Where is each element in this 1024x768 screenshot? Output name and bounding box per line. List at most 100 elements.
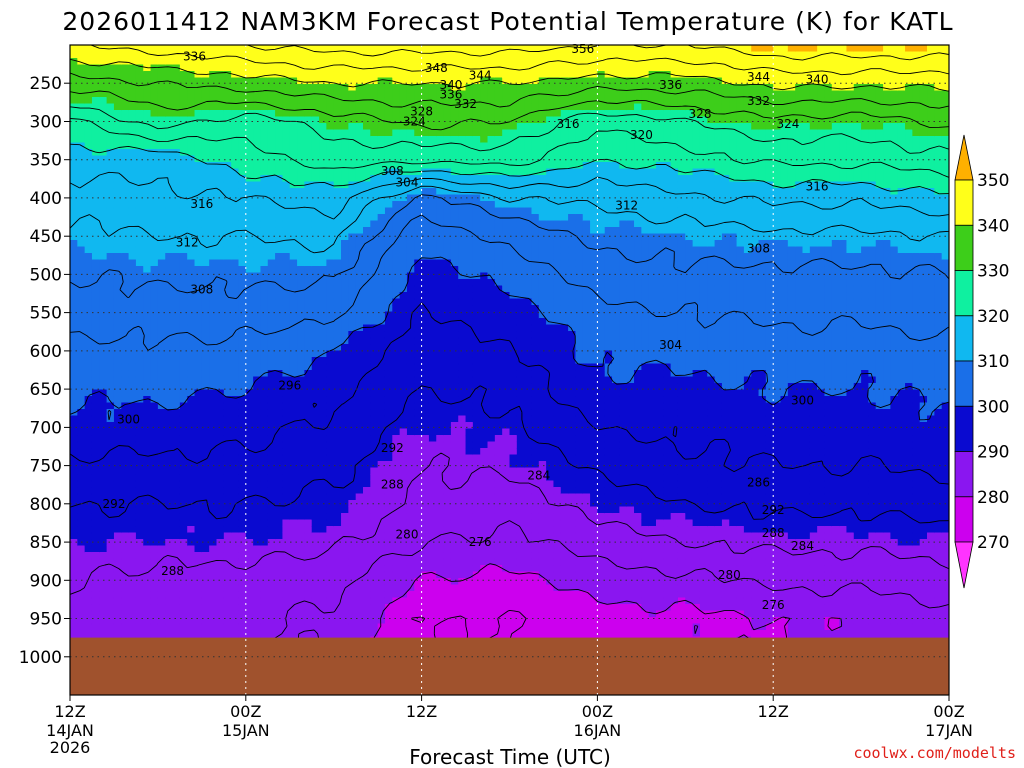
field-cell [99, 331, 108, 339]
field-cell [106, 207, 115, 215]
field-cell [304, 422, 313, 430]
field-cell [253, 97, 262, 105]
field-cell [150, 240, 159, 248]
field-cell [253, 415, 262, 423]
field-cell [223, 474, 232, 482]
field-cell [304, 396, 313, 404]
field-cell [384, 337, 393, 345]
field-cell [297, 623, 305, 631]
field-cell [231, 227, 240, 235]
field-cell [223, 214, 232, 222]
field-cell [172, 214, 181, 222]
field-cell [128, 344, 137, 352]
field-cell [238, 493, 247, 501]
field-cell [355, 552, 364, 560]
field-cell [165, 142, 174, 150]
field-cell [282, 110, 291, 118]
field-cell [91, 162, 100, 170]
field-cell [326, 227, 335, 235]
field-cell [392, 617, 401, 625]
field-cell [157, 591, 166, 599]
field-cell [363, 64, 371, 72]
field-cell [128, 233, 137, 241]
field-cell [238, 298, 247, 306]
field-cell [165, 545, 174, 553]
field-cell [363, 604, 371, 612]
field-cell [428, 363, 437, 371]
field-cell [392, 376, 401, 384]
field-cell [421, 259, 430, 267]
field-cell [326, 292, 335, 300]
field-cell [209, 240, 218, 248]
field-cell [428, 214, 437, 222]
field-cell [370, 181, 379, 189]
field-cell [172, 526, 181, 534]
field-cell [370, 51, 379, 59]
field-cell [355, 220, 364, 228]
field-cell [128, 266, 137, 274]
field-cell [297, 220, 305, 228]
field-cell [392, 493, 401, 501]
field-cell [187, 292, 196, 300]
field-cell [84, 376, 93, 384]
field-cell [297, 415, 305, 423]
field-cell [172, 84, 181, 92]
field-cell [297, 214, 305, 222]
field-cell [128, 116, 137, 124]
field-cell [84, 45, 93, 53]
field-cell [231, 396, 240, 404]
field-cell [282, 324, 291, 332]
field-cell [392, 630, 401, 638]
field-cell [326, 396, 335, 404]
field-cell [406, 246, 415, 254]
field-cell [421, 90, 430, 98]
field-cell [143, 123, 152, 131]
field-cell [172, 253, 181, 261]
field-cell [91, 123, 100, 131]
field-cell [223, 45, 232, 53]
field-cell [428, 383, 437, 391]
field-cell [275, 597, 284, 605]
field-cell [363, 383, 371, 391]
field-cell [282, 428, 291, 436]
field-cell [282, 149, 291, 157]
field-cell [363, 539, 371, 547]
field-cell [370, 474, 379, 482]
field-cell [143, 324, 152, 332]
field-cell [414, 292, 423, 300]
field-cell [106, 318, 115, 326]
field-cell [428, 337, 437, 345]
field-cell [135, 240, 144, 248]
field-cell [172, 58, 181, 66]
field-cell [209, 610, 218, 618]
field-cell [384, 571, 393, 579]
field-cell [113, 461, 122, 469]
field-cell [106, 103, 115, 111]
field-cell [113, 552, 122, 560]
field-cell [399, 500, 408, 508]
field-cell [238, 584, 247, 592]
field-cell [245, 279, 254, 287]
field-cell [194, 45, 203, 53]
field-cell [370, 571, 379, 579]
field-cell [319, 552, 327, 560]
field-cell [421, 64, 430, 72]
field-cell [282, 90, 291, 98]
field-cell [326, 441, 335, 449]
field-cell [341, 487, 349, 495]
field-cell [106, 571, 115, 579]
field-cell [406, 441, 415, 449]
field-cell [333, 539, 342, 547]
field-cell [406, 461, 415, 469]
field-cell [223, 337, 232, 345]
field-cell [106, 311, 115, 319]
field-cell [165, 71, 174, 79]
field-cell [179, 58, 188, 66]
field-cell [106, 441, 115, 449]
field-cell [179, 110, 188, 118]
field-cell [150, 285, 159, 293]
field-cell [91, 266, 100, 274]
field-cell [84, 266, 93, 274]
field-cell [209, 532, 218, 540]
field-cell [113, 428, 122, 436]
